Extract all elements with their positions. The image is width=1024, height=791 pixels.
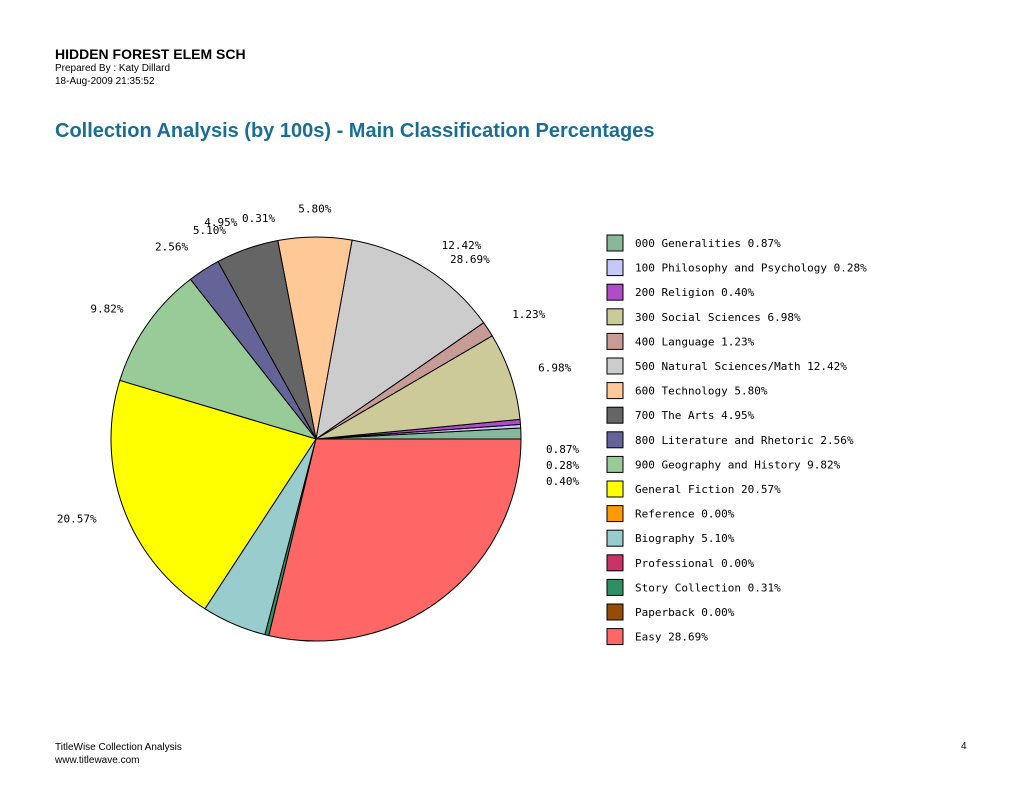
slice-label: 6.98% <box>538 361 571 374</box>
slice-label: 5.10% <box>193 224 226 237</box>
legend-label: 200 Religion 0.40% <box>635 286 755 299</box>
legend-swatch <box>606 628 624 646</box>
pie-slice <box>268 438 522 642</box>
report-timestamp: 18-Aug-2009 21:35:52 <box>55 76 155 87</box>
chart-legend: 000 Generalities 0.87% 100 Philosophy and… <box>606 234 867 646</box>
legend-label: 400 Language 1.23% <box>635 335 755 348</box>
legend-swatch <box>606 505 624 523</box>
legend-label: 800 Literature and Rhetoric 2.56% <box>635 434 854 447</box>
slice-label: 2.56% <box>155 240 188 253</box>
legend-label: 100 Philosophy and Psychology 0.28% <box>635 262 867 275</box>
legend-swatch <box>606 529 624 547</box>
legend-label: 000 Generalities 0.87% <box>635 237 781 250</box>
legend-label: Paperback 0.00% <box>635 606 735 619</box>
legend-label: Professional 0.00% <box>635 557 755 570</box>
pie-slice <box>110 379 317 610</box>
pie-slices <box>110 236 522 642</box>
legend-label: 700 The Arts 4.95% <box>635 409 755 422</box>
school-name: HIDDEN FOREST ELEM SCH <box>55 46 246 62</box>
page-number: 4 <box>961 741 967 752</box>
slice-label: 12.42% <box>442 239 482 252</box>
slice-label: 28.69% <box>450 253 490 266</box>
footer-product: TitleWise Collection Analysis <box>55 742 182 753</box>
slice-label: 4.95% <box>204 216 237 229</box>
footer: TitleWise Collection Analysis www.titlew… <box>55 741 182 767</box>
legend-swatch <box>606 554 624 572</box>
slice-label: 0.87% <box>546 443 579 456</box>
legend-label: Reference 0.00% <box>635 508 735 521</box>
prepared-by: Prepared By : Katy Dillard <box>55 63 171 74</box>
legend-swatch <box>606 259 624 277</box>
slice-label: 9.82% <box>90 303 123 316</box>
legend-swatch <box>606 308 624 326</box>
legend-swatch <box>606 480 624 498</box>
legend-swatch <box>606 603 624 621</box>
legend-swatch <box>606 578 624 596</box>
legend-label: Easy 28.69% <box>635 631 708 644</box>
slice-label: 0.40% <box>546 475 579 488</box>
slice-label: 5.80% <box>298 203 331 216</box>
legend-swatch <box>606 283 624 301</box>
slice-label: 0.31% <box>242 212 275 225</box>
footer-url: www.titlewave.com <box>55 755 140 766</box>
legend-label: 900 Geography and History 9.82% <box>635 458 841 471</box>
slice-label: 0.28% <box>546 459 579 472</box>
legend-label: General Fiction 20.57% <box>635 483 781 496</box>
report-title: Collection Analysis (by 100s) - Main Cla… <box>55 120 655 142</box>
legend-label: Story Collection 0.31% <box>635 581 781 594</box>
legend-swatch <box>606 234 624 252</box>
report-header: HIDDEN FOREST ELEM SCH Prepared By : Kat… <box>55 46 246 88</box>
legend-swatch <box>606 357 624 375</box>
slice-label: 1.23% <box>512 308 545 321</box>
legend-swatch <box>606 455 624 473</box>
legend-swatch <box>606 382 624 400</box>
legend-label: 600 Technology 5.80% <box>635 385 768 398</box>
pie-slice <box>119 278 318 440</box>
legend-label: 300 Social Sciences 6.98% <box>635 311 801 324</box>
slice-label: 20.57% <box>57 512 97 525</box>
pie-slice <box>315 239 485 441</box>
legend-label: Biography 5.10% <box>635 532 735 545</box>
legend-label: 500 Natural Sciences/Math 12.42% <box>635 360 847 373</box>
legend-swatch <box>606 431 624 449</box>
pie-slice-labels: 0.87% 0.28% 0.40% 6.98% 1.23% 12.42% 5.80% 4.95… <box>57 203 580 526</box>
legend-swatch <box>606 332 624 350</box>
legend-swatch <box>606 406 624 424</box>
